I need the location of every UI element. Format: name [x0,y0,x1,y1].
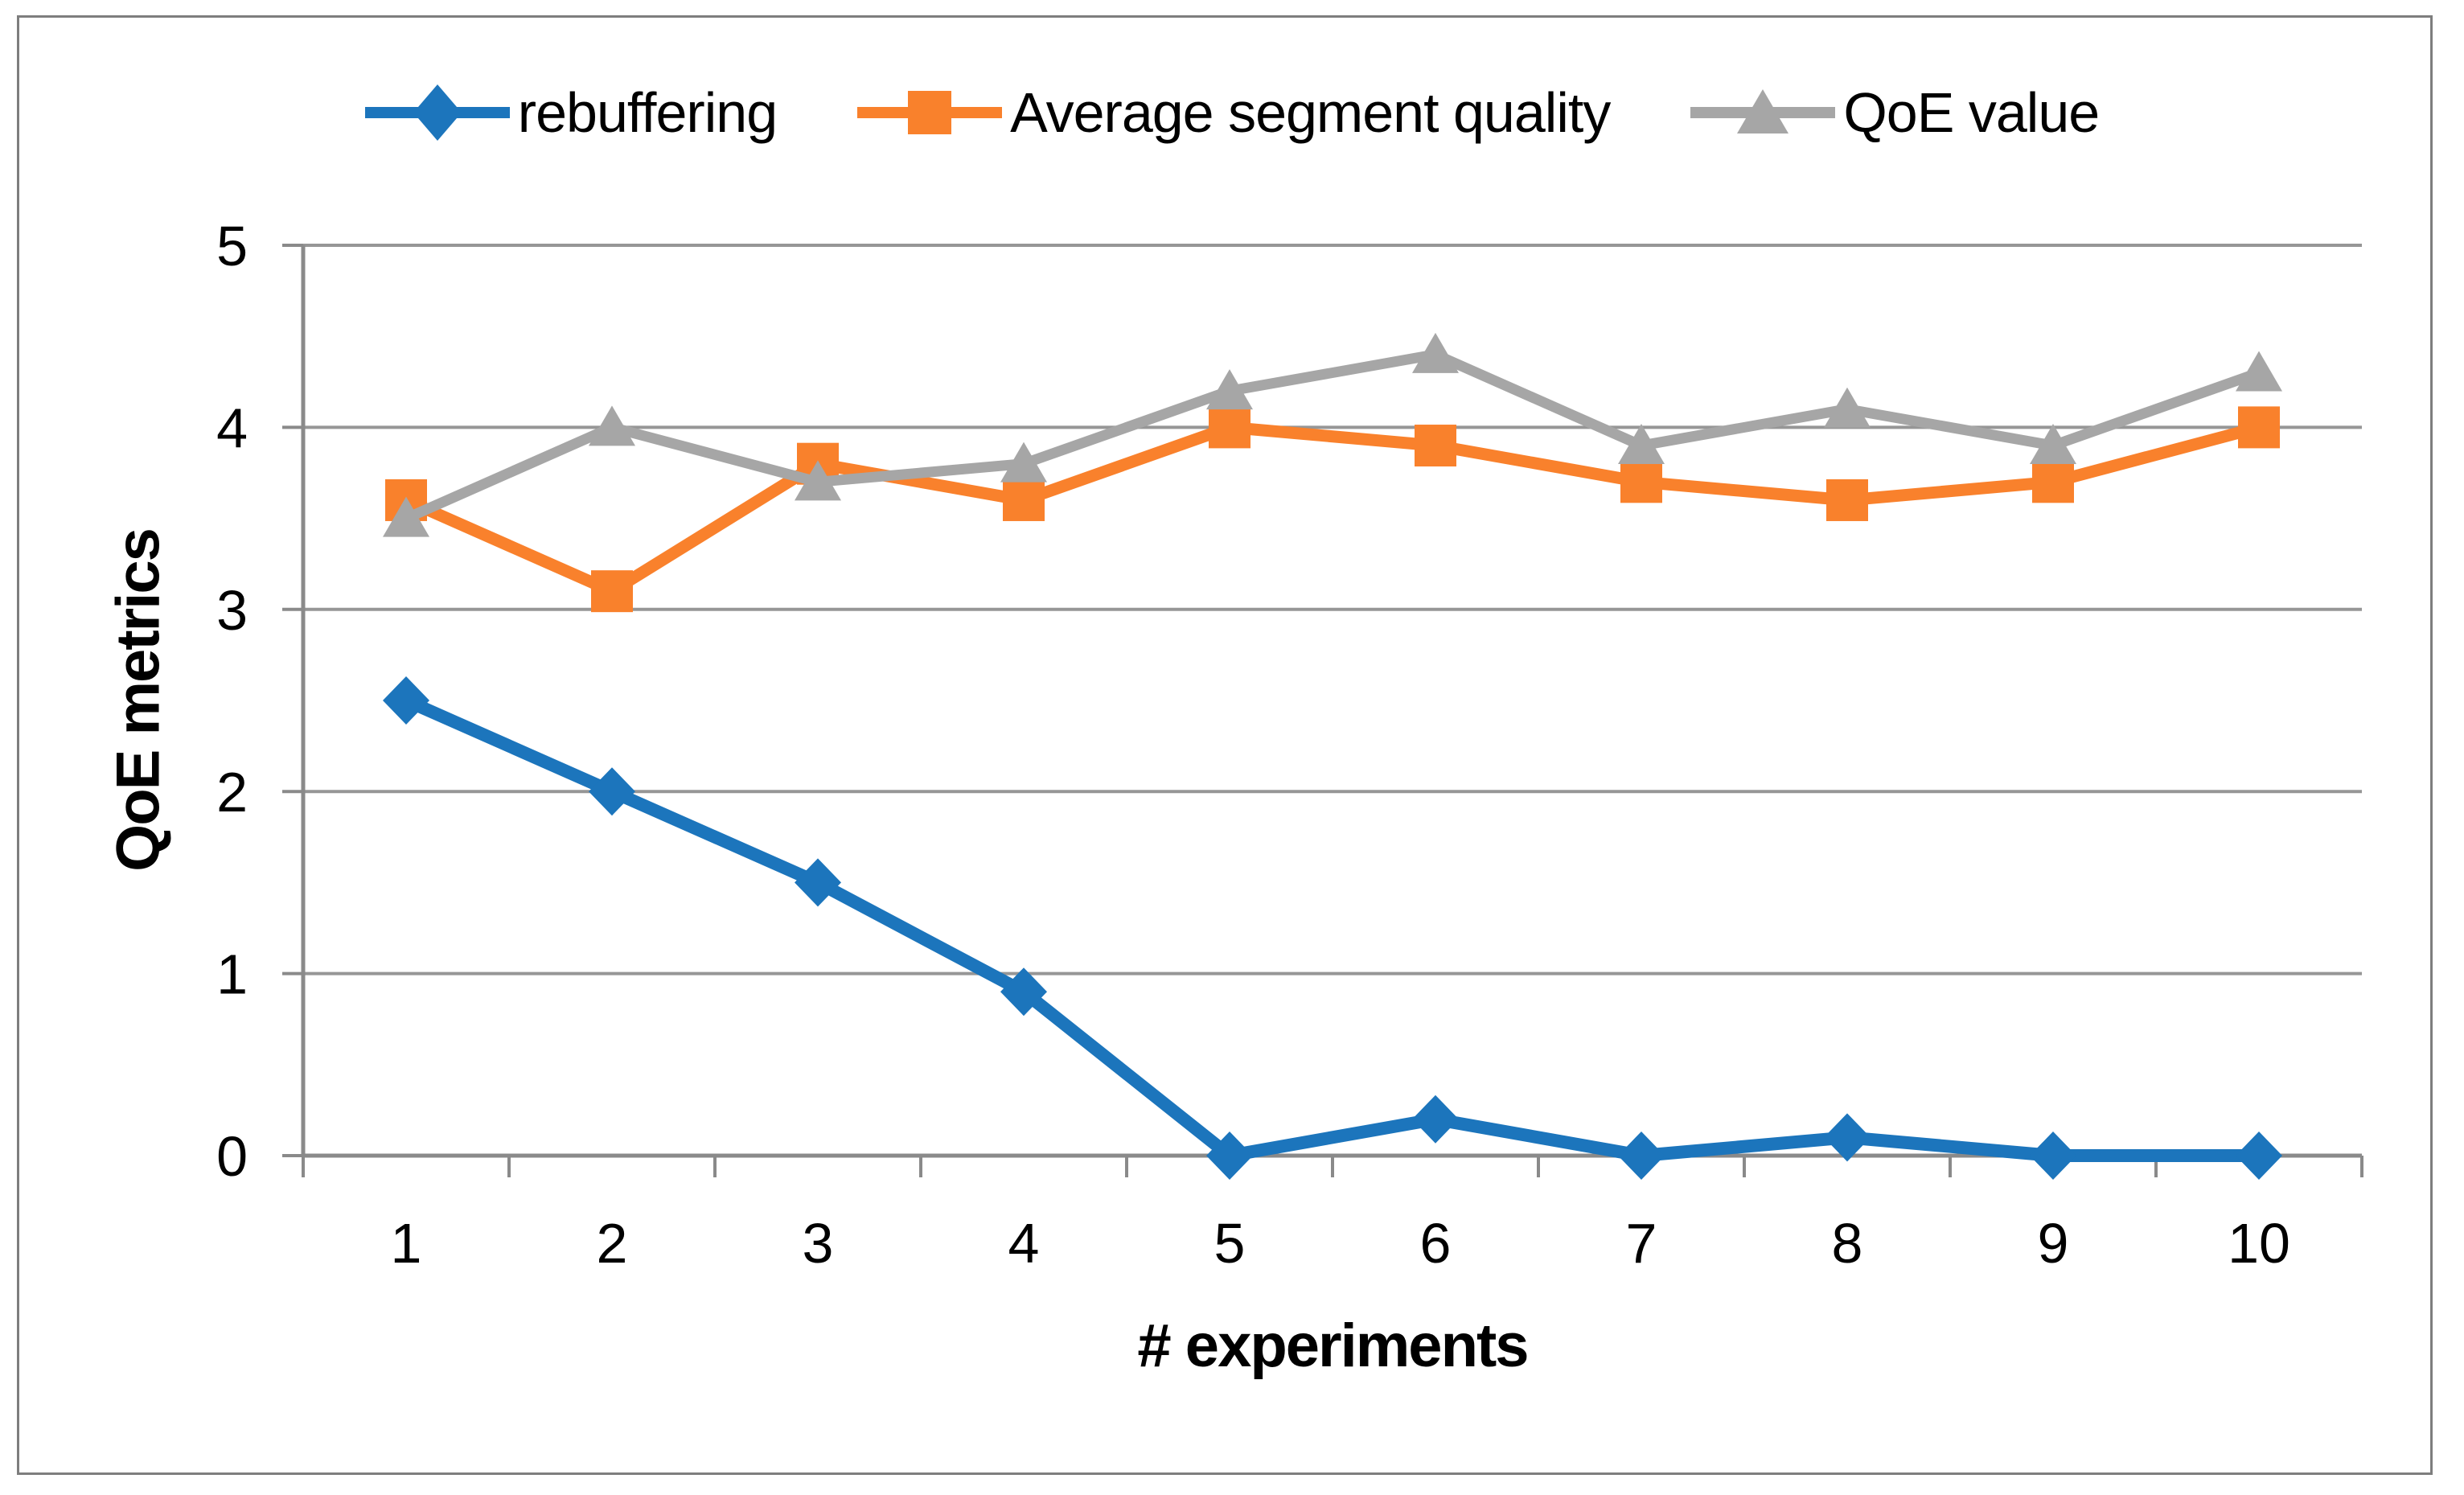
square-marker [591,570,633,613]
triangle-marker [1412,332,1459,373]
axes [301,245,2362,1158]
triangle-marker [1000,442,1047,483]
legend-label-rebuffering: rebuffering [517,81,778,144]
square-marker [1003,478,1045,521]
diamond-marker [383,676,429,725]
x-tick-labels: 1 2 3 4 5 6 7 8 9 10 [391,1212,2290,1275]
diamond-marker [795,858,841,907]
series-line [400,694,2265,1162]
triangle-marker [1206,369,1253,410]
y-tick-label: 4 [216,396,248,459]
x-tick-label: 3 [803,1212,834,1275]
series-average-segment-quality [385,406,2280,613]
diamond-marker [1000,967,1047,1017]
y-axis-title: QoE metrics [104,529,173,872]
legend-item-average-segment-quality: Average segment quality [857,80,1611,145]
square-marker [2032,461,2074,503]
y-tick-label: 1 [216,943,248,1006]
triangle-marker-icon [1690,89,1836,133]
square-marker [1415,425,1456,467]
triangle-marker [795,460,841,501]
triangle-marker [2236,351,2282,392]
diamond-marker [1618,1132,1665,1180]
diamond-marker [589,767,635,816]
y-tick-label: 5 [216,215,248,277]
x-tick-label: 6 [1420,1212,1452,1275]
x-tick-label: 8 [1832,1212,1863,1275]
series-rebuffering [383,676,2282,1180]
x-tick-label: 4 [1008,1212,1040,1275]
legend-label-qoe-value: QoE value [1843,81,2100,144]
triangle-marker [1618,424,1665,465]
diamond-marker [2236,1132,2282,1180]
x-tick-label: 10 [2228,1212,2290,1275]
square-marker-icon [857,91,1003,134]
x-tick-label: 5 [1214,1212,1246,1275]
diamond-marker [2030,1132,2076,1180]
chart-outer-border [17,15,2433,1475]
legend-label-average-segment-quality: Average segment quality [1010,81,1611,144]
square-marker [1620,461,1662,503]
legend: rebuffering Average segment quality QoE … [0,80,2464,145]
triangle-marker [383,496,429,537]
square-marker [2238,406,2280,449]
diamond-marker [1412,1095,1459,1144]
triangle-marker [2030,424,2076,465]
axis-ticks [282,244,2363,1177]
square-marker [1209,406,1250,449]
y-tick-label: 3 [216,579,248,642]
series-line [400,421,2265,598]
diamond-marker [1206,1132,1253,1180]
diamond-marker [1824,1113,1871,1162]
x-tick-label: 1 [391,1212,422,1275]
triangle-marker [589,405,635,446]
x-tick-label: 2 [597,1212,628,1275]
y-tick-label: 0 [216,1125,248,1188]
diamond-marker-icon [364,84,510,141]
series-qoe-value [383,332,2282,537]
triangle-marker [1824,387,1871,428]
y-tick-label: 2 [216,761,248,823]
y-tick-labels: 0 1 2 3 4 5 [216,215,248,1188]
square-marker [1826,478,1868,521]
legend-item-qoe-value: QoE value [1690,80,2100,145]
legend-item-rebuffering: rebuffering [364,80,778,145]
gridlines [303,244,2362,975]
series-line [400,349,2265,524]
x-tick-label: 9 [2038,1212,2069,1275]
x-axis-title: # experiments [1137,1312,1529,1380]
x-tick-label: 7 [1626,1212,1657,1275]
